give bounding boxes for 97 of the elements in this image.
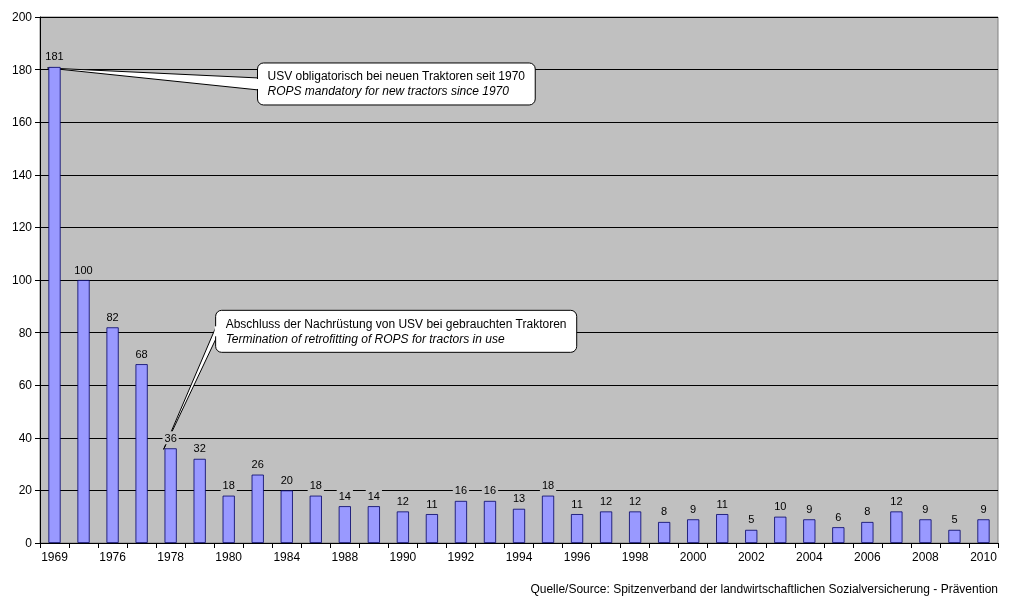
data-label: 12: [396, 494, 409, 507]
data-label: 18: [541, 479, 555, 492]
bar: [222, 495, 235, 543]
data-label: 16: [483, 484, 497, 497]
bar: [803, 519, 816, 543]
y-tick-label: 200: [11, 10, 33, 24]
x-tick-label: 2004: [795, 550, 823, 564]
data-label: 13: [512, 492, 526, 505]
bar: [309, 495, 322, 543]
bar: [425, 514, 439, 543]
y-tick-label: 40: [18, 430, 33, 445]
y-tick-label: 180: [11, 62, 33, 77]
data-label: 6: [835, 510, 842, 523]
x-tick-label: 1992: [447, 550, 475, 564]
bar: [861, 521, 874, 543]
data-label: 18: [309, 479, 322, 492]
data-label: 32: [193, 442, 206, 455]
bar: [454, 500, 468, 543]
y-tick-label: 100: [11, 273, 33, 287]
x-tick-label: 2010: [970, 550, 998, 564]
bar: [396, 511, 409, 543]
source-note: Quelle/Source: Spitzenverband der landwirtschaftlichen Sozialversicherung - Prävention: [530, 582, 999, 596]
bar: [919, 519, 932, 543]
x-tick-label: 1978: [157, 550, 185, 564]
bar: [48, 66, 61, 543]
data-label: 8: [864, 505, 871, 518]
bar: [658, 521, 671, 543]
data-label: 82: [106, 310, 119, 323]
data-label: 9: [806, 502, 813, 515]
annotation: USV obligatorisch bei neuen Traktoren seit 1970 ROPS mandatory for new tractors since 1970: [267, 69, 526, 99]
data-label: 11: [426, 497, 438, 510]
bar: [251, 474, 264, 543]
y-tick-label: 80: [18, 325, 33, 340]
data-label: 18: [222, 479, 235, 492]
data-label: 14: [367, 489, 380, 502]
data-label: 11: [571, 497, 583, 510]
y-tick-label: 140: [11, 167, 33, 182]
x-tick-label: 1996: [563, 550, 591, 564]
bar: [106, 327, 119, 543]
bar: [599, 511, 613, 543]
x-tick-label: 1994: [505, 550, 533, 564]
data-label: 8: [661, 505, 668, 518]
x-tick-label: 1998: [621, 550, 649, 564]
y-tick-label: 20: [18, 483, 33, 498]
bar: [512, 508, 526, 543]
data-label: 26: [251, 458, 264, 471]
data-label: 9: [922, 502, 929, 515]
bar: [948, 529, 961, 543]
bar: [483, 500, 497, 543]
bar: [745, 529, 758, 543]
bar: [193, 458, 206, 543]
x-tick-label: 1984: [273, 550, 301, 564]
annotation: Abschluss der Nachrüstung von USV bei gebrauchten Traktoren Termination of retrofitting of ROPS for tractors in use: [225, 316, 567, 346]
bar: [832, 527, 845, 543]
x-tick-label: 2008: [912, 550, 940, 564]
y-tick-label: 0: [25, 536, 33, 550]
bar: [164, 448, 177, 543]
x-tick-label: 1980: [215, 550, 243, 564]
bar: [541, 495, 555, 543]
x-tick-label: 1990: [389, 550, 417, 564]
data-label: 14: [338, 489, 351, 502]
bar: [338, 506, 351, 543]
data-label: 36: [164, 431, 177, 444]
bar: [716, 514, 729, 543]
data-label: 12: [629, 494, 642, 507]
y-tick-label: 60: [18, 378, 33, 393]
bar: [687, 519, 700, 543]
data-label: 181: [45, 50, 64, 63]
bar: [774, 516, 787, 543]
x-tick-label: 1976: [99, 550, 127, 564]
data-label: 9: [690, 502, 697, 515]
data-label: 5: [951, 513, 958, 526]
bar: [890, 511, 903, 543]
x-tick-label: 1988: [331, 550, 359, 564]
y-tick-label: 120: [11, 220, 33, 235]
bar: [77, 280, 90, 543]
data-label: 68: [135, 347, 148, 360]
data-label: 100: [74, 263, 93, 276]
x-tick-label: 2002: [737, 550, 765, 564]
data-label: 11: [716, 497, 728, 510]
bar: [135, 364, 148, 543]
x-tick-label: 2000: [679, 550, 707, 564]
data-label: 10: [774, 500, 787, 513]
data-label: 20: [280, 473, 293, 486]
data-label: 5: [748, 513, 755, 526]
x-tick-label: 2006: [854, 550, 882, 564]
bar: [280, 490, 293, 543]
bar: [367, 506, 380, 543]
data-label: 12: [599, 494, 613, 507]
data-label: 12: [890, 494, 903, 507]
x-tick-label: 1969: [41, 550, 69, 564]
y-tick-label: 160: [11, 115, 33, 130]
data-label: 16: [454, 484, 468, 497]
bar: [629, 511, 642, 543]
bar: [570, 514, 584, 543]
data-label: 9: [980, 502, 987, 515]
bar: [977, 519, 990, 543]
